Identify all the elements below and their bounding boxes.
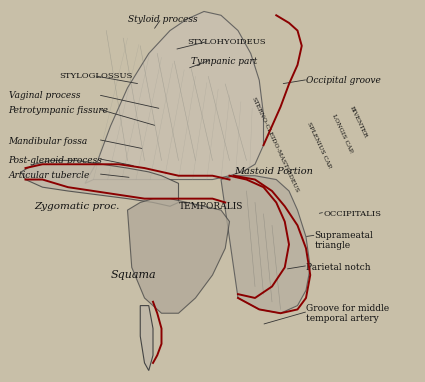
Text: Articular tubercle: Articular tubercle [8,171,90,180]
Text: Zygomatic proc.: Zygomatic proc. [34,202,119,211]
Text: Parietal notch: Parietal notch [306,263,371,272]
Polygon shape [128,199,230,313]
Polygon shape [140,306,153,371]
Text: Squama: Squama [110,270,156,280]
Polygon shape [21,160,178,206]
Text: Styloid process: Styloid process [128,15,197,24]
Text: Petrotympanic fissure: Petrotympanic fissure [8,106,108,115]
Text: Occipital groove: Occipital groove [306,76,381,85]
Text: Tympanic part: Tympanic part [191,57,258,66]
Polygon shape [221,176,310,313]
Text: Suprameatal
triangle: Suprameatal triangle [314,231,373,250]
Text: Groove for middle
temporal artery: Groove for middle temporal artery [306,304,389,323]
Text: Mastoid Portion: Mastoid Portion [234,167,313,176]
Text: STYLOHYOIDEUS: STYLOHYOIDEUS [187,38,266,46]
Text: Mandibular fossa: Mandibular fossa [8,137,88,146]
Polygon shape [85,11,264,183]
Text: STYLOGLOSSUS: STYLOGLOSSUS [60,73,133,80]
Text: OCCIPITALIS: OCCIPITALIS [323,210,381,218]
Text: Vaginal process: Vaginal process [8,91,80,100]
Text: Post-glenoid process: Post-glenoid process [8,156,102,165]
Text: SPLENIUS CAP.: SPLENIUS CAP. [306,121,332,169]
Text: LONGIS CAP.: LONGIS CAP. [332,113,354,154]
Text: STERNO-CLEIDO-MASTOIDEUS: STERNO-CLEIDO-MASTOIDEUS [251,97,300,194]
Text: TEMPORALIS: TEMPORALIS [178,202,243,211]
Text: BIVENTER: BIVENTER [348,105,368,139]
